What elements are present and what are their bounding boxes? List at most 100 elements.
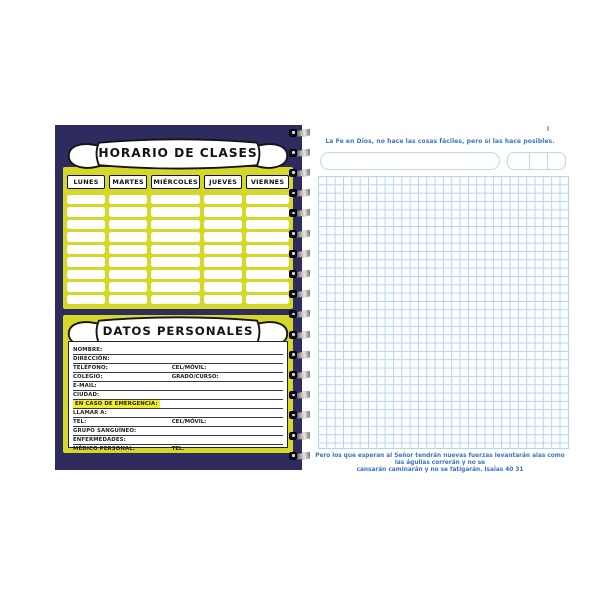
schedule-cell [204, 269, 243, 280]
schedule-cell [109, 244, 148, 255]
day-header-lunes: LUNES [67, 175, 106, 189]
schedule-cell [67, 282, 106, 292]
field-label: EN CASO DE EMERGENCIA: [73, 400, 160, 408]
schedule-cell [246, 244, 289, 255]
header-row [320, 152, 566, 170]
schedule-cell [151, 282, 201, 292]
spiral-coil [289, 350, 314, 359]
schedule-cell [204, 244, 243, 255]
spiral-coil [289, 310, 314, 319]
page-edge-mark [547, 126, 549, 131]
spiral-coil [289, 330, 314, 339]
schedule-cell [109, 232, 148, 242]
schedule-cell [246, 195, 289, 205]
schedule-section: HORARIO DE CLASES LUNES MARTES MIÉRCOLES JU… [63, 138, 293, 309]
schedule-cell [67, 244, 106, 255]
schedule-cell [67, 232, 106, 242]
schedule-cell [246, 257, 289, 267]
field-label-secondary: CEL/MÓVIL: [171, 419, 207, 425]
schedule-cell [67, 269, 106, 280]
field-label: TELÉFONO: [73, 365, 108, 371]
form-field-row: GRUPO SANGUÍNEO: [73, 427, 283, 436]
schedule-cell [246, 282, 289, 292]
schedule-cell [109, 219, 148, 230]
date-cell [547, 153, 565, 169]
schedule-cell [246, 207, 289, 217]
schedule-cell [109, 294, 148, 304]
schedule-cell [246, 269, 289, 280]
day-header-miércoles: MIÉRCOLES [151, 175, 201, 189]
schedule-cell [204, 195, 243, 205]
field-label: COLEGIO: [73, 374, 103, 380]
schedule-cell [151, 294, 201, 304]
field-label: TEL: [73, 419, 87, 425]
personal-data-section: DATOS PERSONALES NOMBRE: DIRECCIÓN: TELÉFO… [63, 315, 293, 453]
schedule-cell [204, 219, 243, 230]
date-box [506, 152, 566, 170]
date-cell [529, 153, 547, 169]
ribbon-shape: HORARIO DE CLASES [67, 138, 289, 170]
title-write-in-field [320, 152, 500, 170]
spiral-coil [289, 168, 314, 178]
spiral-coil [289, 229, 314, 238]
field-label: ENFERMEDADES: [73, 437, 126, 443]
field-label: CIUDAD: [73, 392, 100, 398]
right-page: La Fe en Dios, no hace las cosas fáciles… [310, 124, 570, 473]
schedule-cell [109, 207, 148, 217]
day-header-jueves: JUEVES [204, 175, 243, 189]
field-label-secondary: GRADO/CURSO: [171, 374, 219, 380]
schedule-cell [204, 294, 243, 304]
schedule-cell [246, 232, 289, 242]
spiral-coil [289, 390, 314, 400]
spiral-binding [289, 128, 317, 472]
personal-data-title: DATOS PERSONALES [103, 324, 254, 338]
spiral-coil [289, 411, 314, 420]
form-field-row: COLEGIO: GRADO/CURSO: [73, 373, 283, 382]
field-label: LLAMAR A: [73, 410, 107, 416]
schedule-cell [151, 195, 201, 205]
form-field-row: ENFERMEDADES: [73, 436, 283, 445]
left-page: HORARIO DE CLASES LUNES MARTES MIÉRCOLES JU… [55, 125, 302, 470]
form-field-row: EN CASO DE EMERGENCIA: [73, 400, 283, 409]
bottom-quote: Pero los que esperan al Señor tendrán nu… [310, 453, 570, 474]
spiral-coil [289, 128, 314, 137]
field-label-secondary: CEL/MÓVIL: [171, 365, 207, 371]
field-label: MÉDICO PERSONAL: [73, 446, 136, 452]
schedule-cell [67, 294, 106, 304]
spiral-coil [289, 269, 314, 279]
schedule-grid [67, 195, 289, 304]
schedule-cell [151, 219, 201, 230]
schedule-cell [151, 257, 201, 267]
form-field-row: TEL: CEL/MÓVIL: [73, 418, 283, 427]
schedule-cell [109, 257, 148, 267]
schedule-cell [67, 257, 106, 267]
day-header-viernes: VIERNES [246, 175, 289, 189]
form-field-row: MÉDICO PERSONAL: TEL: [73, 445, 283, 453]
schedule-cell [109, 195, 148, 205]
spiral-coil [289, 209, 314, 218]
schedule-cell [67, 195, 106, 205]
schedule-banner-ribbon: HORARIO DE CLASES [65, 131, 291, 175]
spiral-coil [289, 188, 314, 198]
field-label: GRUPO SANGUÍNEO: [73, 428, 137, 434]
spiral-coil [289, 370, 314, 380]
schedule-day-header-row: LUNES MARTES MIÉRCOLES JUEVES VIERNES [67, 175, 289, 189]
day-header-martes: MARTES [109, 175, 148, 189]
schedule-cell [67, 219, 106, 230]
spiral-coil [289, 249, 314, 258]
form-field-row: NOMBRE: [73, 346, 283, 355]
schedule-cell [151, 232, 201, 242]
spiral-coil [289, 289, 314, 299]
bottom-quote-line1: Pero los que esperan al Señor tendrán nu… [315, 453, 565, 466]
form-field-row: CIUDAD: [73, 391, 283, 400]
form-field-row: DIRECCIÓN: [73, 355, 283, 364]
schedule-cell [204, 282, 243, 292]
schedule-cell [204, 232, 243, 242]
schedule-cell [67, 207, 106, 217]
schedule-cell [151, 269, 201, 280]
form-field-row: TELÉFONO: CEL/MÓVIL: [73, 364, 283, 373]
field-label: E-MAIL: [73, 383, 97, 389]
personal-data-form: NOMBRE: DIRECCIÓN: TELÉFONO: CEL/MÓVIL: COLE… [68, 341, 288, 452]
schedule-cell [151, 244, 201, 255]
form-field-row: E-MAIL: [73, 382, 283, 391]
